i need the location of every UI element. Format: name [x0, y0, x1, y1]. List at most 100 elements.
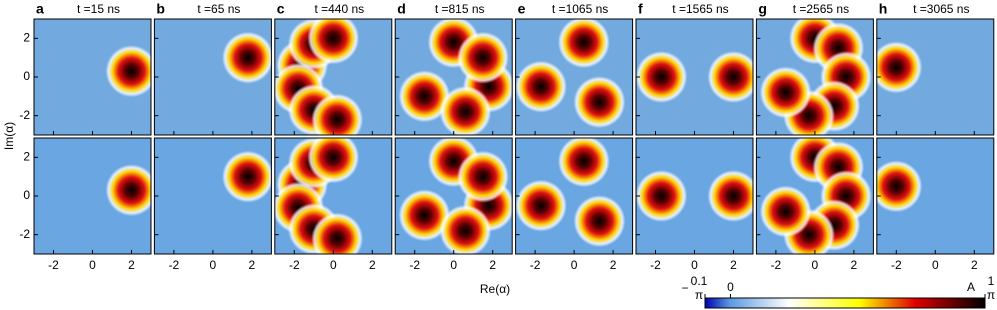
panel-time: t =815 ns	[435, 2, 485, 16]
y-tick-label: 2	[23, 31, 30, 45]
panel-plot	[222, 31, 272, 84]
panel-letter: a	[36, 1, 44, 17]
panel-frame	[635, 137, 754, 255]
panel-frame	[274, 18, 393, 136]
panel-plot	[515, 19, 626, 129]
x-tick-label: 0	[330, 258, 337, 272]
wigner-peak	[573, 195, 626, 248]
wigner-peak	[311, 93, 364, 135]
wigner-peak	[573, 76, 626, 129]
panel-frame	[876, 137, 995, 255]
y-axis-label: Im(α)	[2, 122, 16, 150]
x-tick-label: 0	[691, 258, 698, 272]
colorbar-tick-label: 1	[988, 274, 995, 288]
panel-letter: f	[638, 1, 643, 17]
y-tick-label: 2	[23, 150, 30, 164]
panel-frame	[515, 18, 634, 136]
wigner-peak	[456, 150, 509, 203]
panel-frame	[515, 137, 634, 255]
wigner-peak	[636, 51, 688, 103]
x-tick-label: -2	[48, 258, 59, 272]
x-tick-label: 2	[369, 258, 376, 272]
panel-letter: e	[518, 1, 526, 17]
panel-plot	[636, 51, 753, 103]
wigner-peak	[222, 31, 272, 84]
panel-time: t =65 ns	[197, 2, 240, 16]
x-tick-label: -2	[771, 258, 782, 272]
x-tick-label: 0	[812, 258, 819, 272]
panel-letter: c	[277, 1, 285, 17]
panel-frame	[153, 137, 272, 255]
panel-plot	[876, 160, 923, 213]
panel-plot	[274, 19, 364, 135]
wigner-peak	[707, 51, 753, 103]
panel-letter: d	[397, 1, 406, 17]
wigner-peak	[876, 160, 923, 213]
wigner-peak	[876, 41, 923, 94]
x-tick-label: 0	[450, 258, 457, 272]
panel-time: t =15 ns	[77, 2, 120, 16]
panel-frame	[755, 18, 874, 136]
colorbar-tick-label: 0.1	[691, 274, 708, 288]
y-tick-label: -2	[19, 108, 30, 122]
wigner-peak	[105, 164, 151, 217]
x-tick-label: -2	[169, 258, 180, 272]
panel-frame	[274, 137, 393, 255]
panel-frame	[755, 137, 874, 255]
panel-frame	[876, 18, 995, 136]
panel-frame	[394, 18, 513, 136]
wigner-peak	[515, 60, 567, 113]
panel-frame	[33, 18, 152, 136]
panel-frame	[153, 18, 272, 136]
x-tick-label: -2	[530, 258, 541, 272]
x-axis-label: Re(α)	[480, 282, 510, 296]
y-tick-label: -2	[19, 227, 30, 241]
colorbar-denominator: π	[695, 288, 703, 302]
wigner-peak	[636, 170, 688, 222]
colorbar-minus: −	[681, 281, 688, 295]
panel-plot	[876, 41, 923, 94]
x-tick-label: 2	[730, 258, 737, 272]
panel-frame	[33, 137, 152, 255]
panel-plot	[398, 19, 513, 135]
panel-letter: g	[758, 1, 767, 17]
panel-plot	[274, 138, 364, 254]
panel-time: t =1065 ns	[552, 2, 608, 16]
x-tick-label: 2	[489, 258, 496, 272]
x-tick-label: 2	[971, 258, 978, 272]
panel-frame	[394, 137, 513, 255]
wigner-peak	[557, 138, 610, 188]
wigner-peak	[759, 66, 812, 119]
wigner-peak	[439, 85, 492, 135]
wigner-peak	[707, 170, 753, 222]
x-tick-label: -2	[650, 258, 661, 272]
wigner-peak	[759, 185, 812, 238]
panel-frame	[635, 18, 754, 136]
x-tick-label: 2	[851, 258, 858, 272]
panel-time: t =3065 ns	[913, 2, 969, 16]
panel-plot	[636, 170, 753, 222]
x-tick-label: 2	[249, 258, 256, 272]
wigner-peak	[311, 212, 364, 254]
x-tick-label: 0	[932, 258, 939, 272]
wigner-peak	[439, 204, 492, 254]
panel-letter: h	[879, 1, 888, 17]
panel-plot	[105, 45, 151, 98]
wigner-peak	[398, 189, 451, 242]
colorbar-unit: A	[967, 280, 975, 294]
colorbar-denominator: π	[987, 288, 995, 302]
wigner-peak	[557, 19, 610, 69]
x-tick-label: -2	[289, 258, 300, 272]
x-tick-label: 2	[610, 258, 617, 272]
panel-plot	[105, 164, 151, 217]
panel-time: t =1565 ns	[672, 2, 728, 16]
y-tick-label: 0	[23, 69, 30, 83]
wigner-peak	[222, 150, 272, 203]
wigner-peak	[307, 19, 360, 65]
wigner-peak	[398, 70, 451, 123]
panel-plot	[759, 138, 873, 254]
colorbar	[704, 297, 986, 309]
colorbar-tick-label: 0	[727, 280, 734, 294]
y-tick-label: 0	[23, 188, 30, 202]
